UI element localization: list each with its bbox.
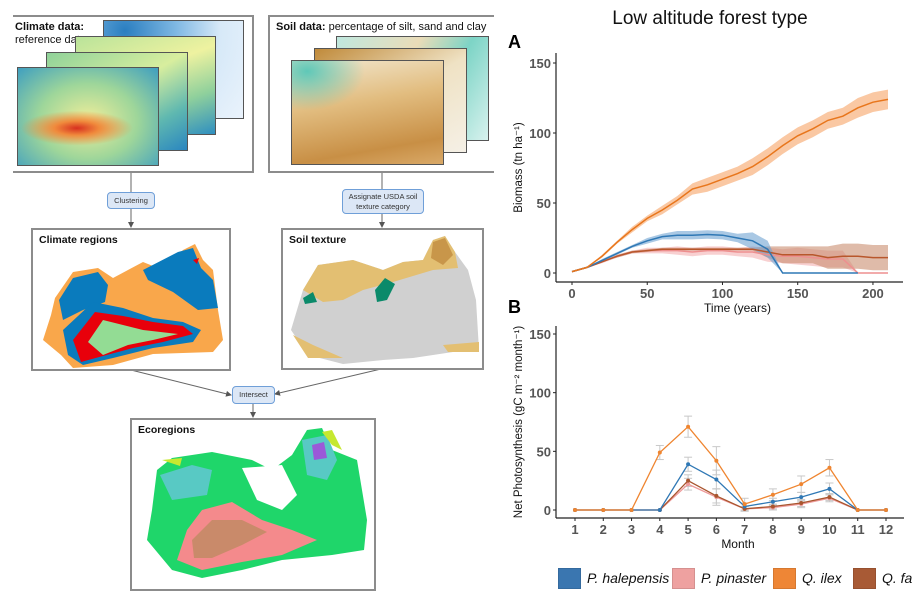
soil-data-title: Soil data: percentage of silt, sand and … (276, 21, 487, 33)
data-point-q-ilex (884, 508, 888, 512)
data-point-q-fa (827, 495, 832, 500)
y-tick-label: 100 (529, 386, 551, 401)
y-axis-title: Biomass (tn ha⁻¹) (513, 122, 525, 213)
legend-swatch (853, 567, 876, 589)
data-point-q-ilex (742, 502, 747, 507)
data-point-p-halepensis (799, 495, 804, 500)
legend-item-p-pinaster: P. pinaster (672, 567, 766, 589)
soil-sand-map (291, 60, 444, 165)
climate-regions-title: Climate regions (39, 234, 118, 246)
legend-label: Q. fa (882, 570, 913, 586)
diagram-connectors (128, 172, 385, 418)
x-tick-label: 5 (684, 522, 691, 537)
y-tick-label: 150 (529, 56, 551, 71)
biomass-chart: 0 50 100 150 0 50 100 150 200 Time (years) Biomass… (513, 53, 903, 315)
data-point-q-fa (686, 478, 691, 483)
data-point-p-pinaster (686, 482, 691, 487)
legend-swatch (773, 567, 796, 589)
ecoregions-title: Ecoregions (138, 424, 196, 436)
x-axis-title: Time (years) (704, 301, 771, 315)
x-tick-label: 11 (851, 522, 865, 537)
soil-texture-title: Soil texture (289, 234, 347, 246)
climate-data-title: Climate data: reference data (15, 21, 86, 46)
data-point-p-halepensis (827, 486, 832, 491)
legend-label: Q. ilex (802, 570, 842, 586)
x-tick-label: 2 (600, 522, 607, 537)
x-tick-label: 4 (656, 522, 664, 537)
data-point-q-ilex (629, 508, 634, 512)
series-line-q-ilex (575, 425, 886, 511)
x-tick-label: 150 (787, 286, 809, 301)
intersect-step: Intersect (232, 386, 275, 404)
data-point-p-halepensis (770, 499, 775, 504)
x-tick-label: 50 (640, 286, 654, 301)
x-tick-label: 12 (879, 522, 893, 537)
series-band-q-ilex (572, 89, 888, 272)
y-tick-label: 0 (544, 503, 551, 518)
y-tick-label: 0 (544, 266, 551, 281)
climate-elevation-map (17, 67, 159, 166)
data-point-q-ilex (601, 508, 606, 512)
y-tick-label: 50 (537, 444, 551, 459)
data-point-q-fa (714, 493, 719, 498)
x-tick-label: 8 (769, 522, 776, 537)
x-tick-label: 10 (822, 522, 836, 537)
legend-item-q-ilex: Q. ilex (773, 567, 842, 589)
data-point-q-ilex (573, 508, 577, 512)
data-point-q-fa (799, 500, 804, 505)
x-tick-label: 7 (741, 522, 748, 537)
clustering-step: Clustering (107, 192, 155, 209)
ecoregions-map (147, 428, 367, 578)
x-tick-label: 6 (713, 522, 720, 537)
series-band-p-halepensis (572, 230, 858, 273)
x-tick-label: 3 (628, 522, 635, 537)
data-point-q-fa (770, 504, 775, 509)
soil-texture-map (291, 236, 479, 364)
climate-regions-map (43, 244, 223, 368)
legend-item-q-faginea: Q. fa (853, 567, 912, 589)
data-point-p-halepensis (657, 508, 662, 512)
figure-title: Low altitude forest type (612, 8, 808, 29)
data-point-p-halepensis (714, 477, 719, 482)
series-line-q-fa (575, 479, 886, 511)
ecoregions-panel: Ecoregions (130, 418, 376, 591)
soil-texture-panel: Soil texture (281, 228, 484, 370)
x-tick-label: 200 (862, 286, 884, 301)
x-tick-label: 9 (798, 522, 805, 537)
data-point-q-ilex (855, 508, 860, 512)
y-tick-label: 100 (529, 126, 551, 141)
legend-swatch (558, 567, 581, 589)
climate-regions-panel: Climate regions (31, 228, 231, 371)
series-line-q-ilex (571, 98, 889, 273)
data-point-q-ilex (827, 465, 832, 470)
legend-label: P. pinaster (701, 570, 767, 586)
data-point-p-halepensis (686, 462, 691, 467)
data-point-q-ilex (770, 492, 775, 497)
x-tick-label: 100 (712, 286, 734, 301)
y-tick-label: 150 (529, 327, 551, 342)
series-line-p-pinaster (575, 483, 886, 511)
data-point-q-ilex (799, 482, 804, 487)
x-tick-label: 0 (568, 286, 575, 301)
y-axis-title: Net Photosynthesis (gC m⁻² month⁻¹) (513, 326, 525, 519)
x-tick-label: 1 (571, 522, 578, 537)
data-point-q-ilex (686, 424, 691, 429)
data-point-q-ilex (714, 458, 719, 463)
legend-swatch (672, 567, 695, 589)
series-line-p-halepensis (571, 233, 858, 274)
series-line-q-fa (571, 248, 888, 273)
series-band-q-fa (572, 243, 888, 272)
assign-usda-step: Assignate USDA soil texture category (342, 189, 424, 214)
data-point-q-ilex (657, 450, 662, 455)
y-tick-label: 50 (537, 196, 551, 211)
legend-label: P. halepensis (587, 570, 670, 586)
x-axis-title: Month (721, 537, 754, 551)
panel-a-label: A (508, 32, 521, 52)
legend-item-p-halepensis: P. halepensis (558, 567, 669, 589)
panel-b-label: B (508, 297, 521, 317)
